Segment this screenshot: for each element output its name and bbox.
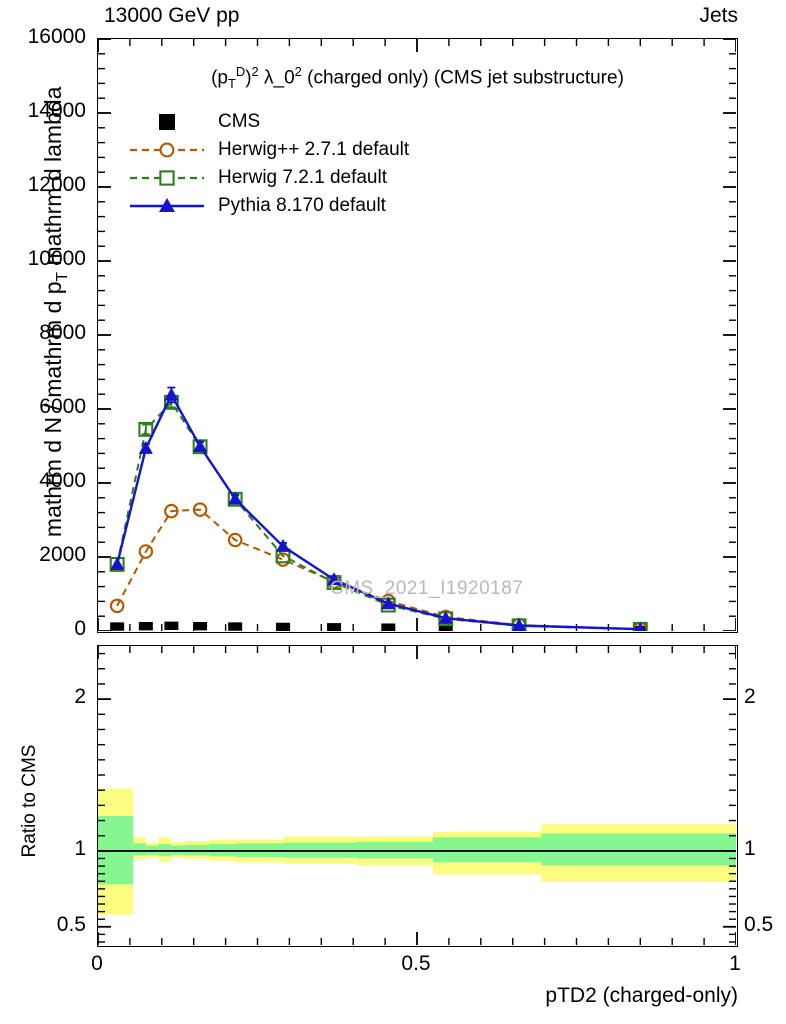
marker-pythia-8-170-default bbox=[164, 387, 179, 401]
ratio-plot-panel bbox=[97, 645, 738, 947]
legend-key-swatch bbox=[128, 195, 206, 217]
marker-cms bbox=[381, 623, 396, 631]
ratio-y-tick-label-left: 2 bbox=[74, 685, 86, 709]
marker-pythia-8-170-default bbox=[438, 610, 453, 624]
ratio-y-tick-label-right: 0.5 bbox=[744, 912, 774, 936]
legend-item-herwig-2-7-1-default[interactable]: Herwig++ 2.7.1 default bbox=[128, 136, 409, 164]
marker-pythia-8-170-default bbox=[276, 538, 291, 552]
x-axis-title: pTD2 (charged-only) bbox=[545, 984, 738, 1007]
marker-herwig-2-7-1-default bbox=[227, 532, 243, 548]
series-line-herwig-2-7-1-default bbox=[116, 508, 641, 631]
marker-pythia-8-170-default bbox=[381, 596, 396, 610]
legend-key-swatch bbox=[128, 139, 206, 161]
y-tick-label: 10000 bbox=[27, 247, 86, 270]
marker-pythia-8-170-default bbox=[193, 438, 208, 452]
marker-cms bbox=[138, 621, 153, 631]
marker-herwig-7-2-1-default bbox=[138, 421, 154, 437]
y-tick-label: 16000 bbox=[27, 25, 86, 48]
ratio-plot-canvas bbox=[98, 646, 736, 945]
y-tick-label: 6000 bbox=[39, 395, 86, 418]
marker-herwig-2-7-1-default bbox=[109, 598, 125, 614]
marker-herwig-2-7-1-default bbox=[138, 544, 154, 559]
header-analysis-type: Jets bbox=[699, 4, 738, 27]
legend-item-label: Pythia 8.170 default bbox=[218, 195, 386, 216]
main-plot-panel bbox=[97, 38, 738, 633]
x-tick-label: 0.5 bbox=[401, 952, 431, 975]
legend-key-swatch bbox=[128, 111, 206, 133]
y-tick-label: 14000 bbox=[27, 99, 86, 122]
ratio-axis-title: Ratio to CMS bbox=[19, 744, 40, 858]
y-tick-label: 4000 bbox=[39, 469, 86, 492]
legend-item-label: Herwig++ 2.7.1 default bbox=[218, 139, 410, 160]
marker-herwig-2-7-1-default bbox=[192, 502, 208, 517]
marker-cms bbox=[276, 622, 291, 631]
y-tick-label: 8000 bbox=[39, 321, 86, 344]
plot-title: (pTD)2 λ_02 (charged only) (CMS jet subs… bbox=[211, 64, 624, 92]
ratio-y-tick-label-right: 2 bbox=[744, 685, 756, 709]
marker-cms bbox=[110, 622, 125, 631]
marker-cms bbox=[164, 621, 179, 631]
marker-cms bbox=[327, 623, 342, 631]
marker-pythia-8-170-default bbox=[110, 557, 125, 570]
legend-key-swatch bbox=[128, 167, 206, 189]
y-tick-label: 2000 bbox=[39, 543, 86, 566]
y-tick-label: 12000 bbox=[27, 173, 86, 196]
x-tick-label: 0 bbox=[91, 952, 103, 975]
legend-item-label: Herwig 7.2.1 default bbox=[218, 167, 387, 188]
marker-herwig-2-7-1-default bbox=[164, 503, 179, 519]
marker-pythia-8-170-default bbox=[138, 440, 153, 454]
y-axis-title: mathrm d N / mathrm d pT mathrm d lambda bbox=[40, 86, 71, 538]
x-tick-label: 1 bbox=[729, 952, 741, 975]
marker-pythia-8-170-default bbox=[327, 572, 342, 586]
legend: CMS Herwig++ 2.7.1 default Herwig 7.2.1 de… bbox=[128, 108, 409, 220]
ratio-band-green bbox=[98, 815, 736, 885]
legend-item-herwig-7-2-1-default[interactable]: Herwig 7.2.1 default bbox=[128, 164, 409, 192]
ratio-y-tick-label-right: 1 bbox=[744, 836, 756, 860]
marker-cms bbox=[438, 624, 453, 631]
legend-item-label: CMS bbox=[218, 111, 261, 132]
marker-pythia-8-170-default bbox=[635, 621, 646, 631]
legend-item-pythia-8-170-default[interactable]: Pythia 8.170 default bbox=[128, 192, 409, 220]
ratio-y-tick-label-left: 1 bbox=[74, 836, 86, 860]
main-plot-canvas bbox=[98, 39, 736, 631]
marker-pythia-8-170-default bbox=[512, 618, 527, 631]
marker-pythia-8-170-default bbox=[228, 491, 243, 505]
marker-cms bbox=[228, 622, 243, 631]
ratio-y-tick-label-left: 0.5 bbox=[56, 912, 86, 936]
marker-cms bbox=[193, 621, 208, 631]
header-collision-energy: 13000 GeV pp bbox=[104, 4, 240, 27]
analysis-id-watermark: CMS_2021_I1920187 bbox=[330, 578, 524, 599]
legend-item-cms[interactable]: CMS bbox=[128, 108, 409, 136]
y-tick-label: 0 bbox=[74, 617, 86, 640]
